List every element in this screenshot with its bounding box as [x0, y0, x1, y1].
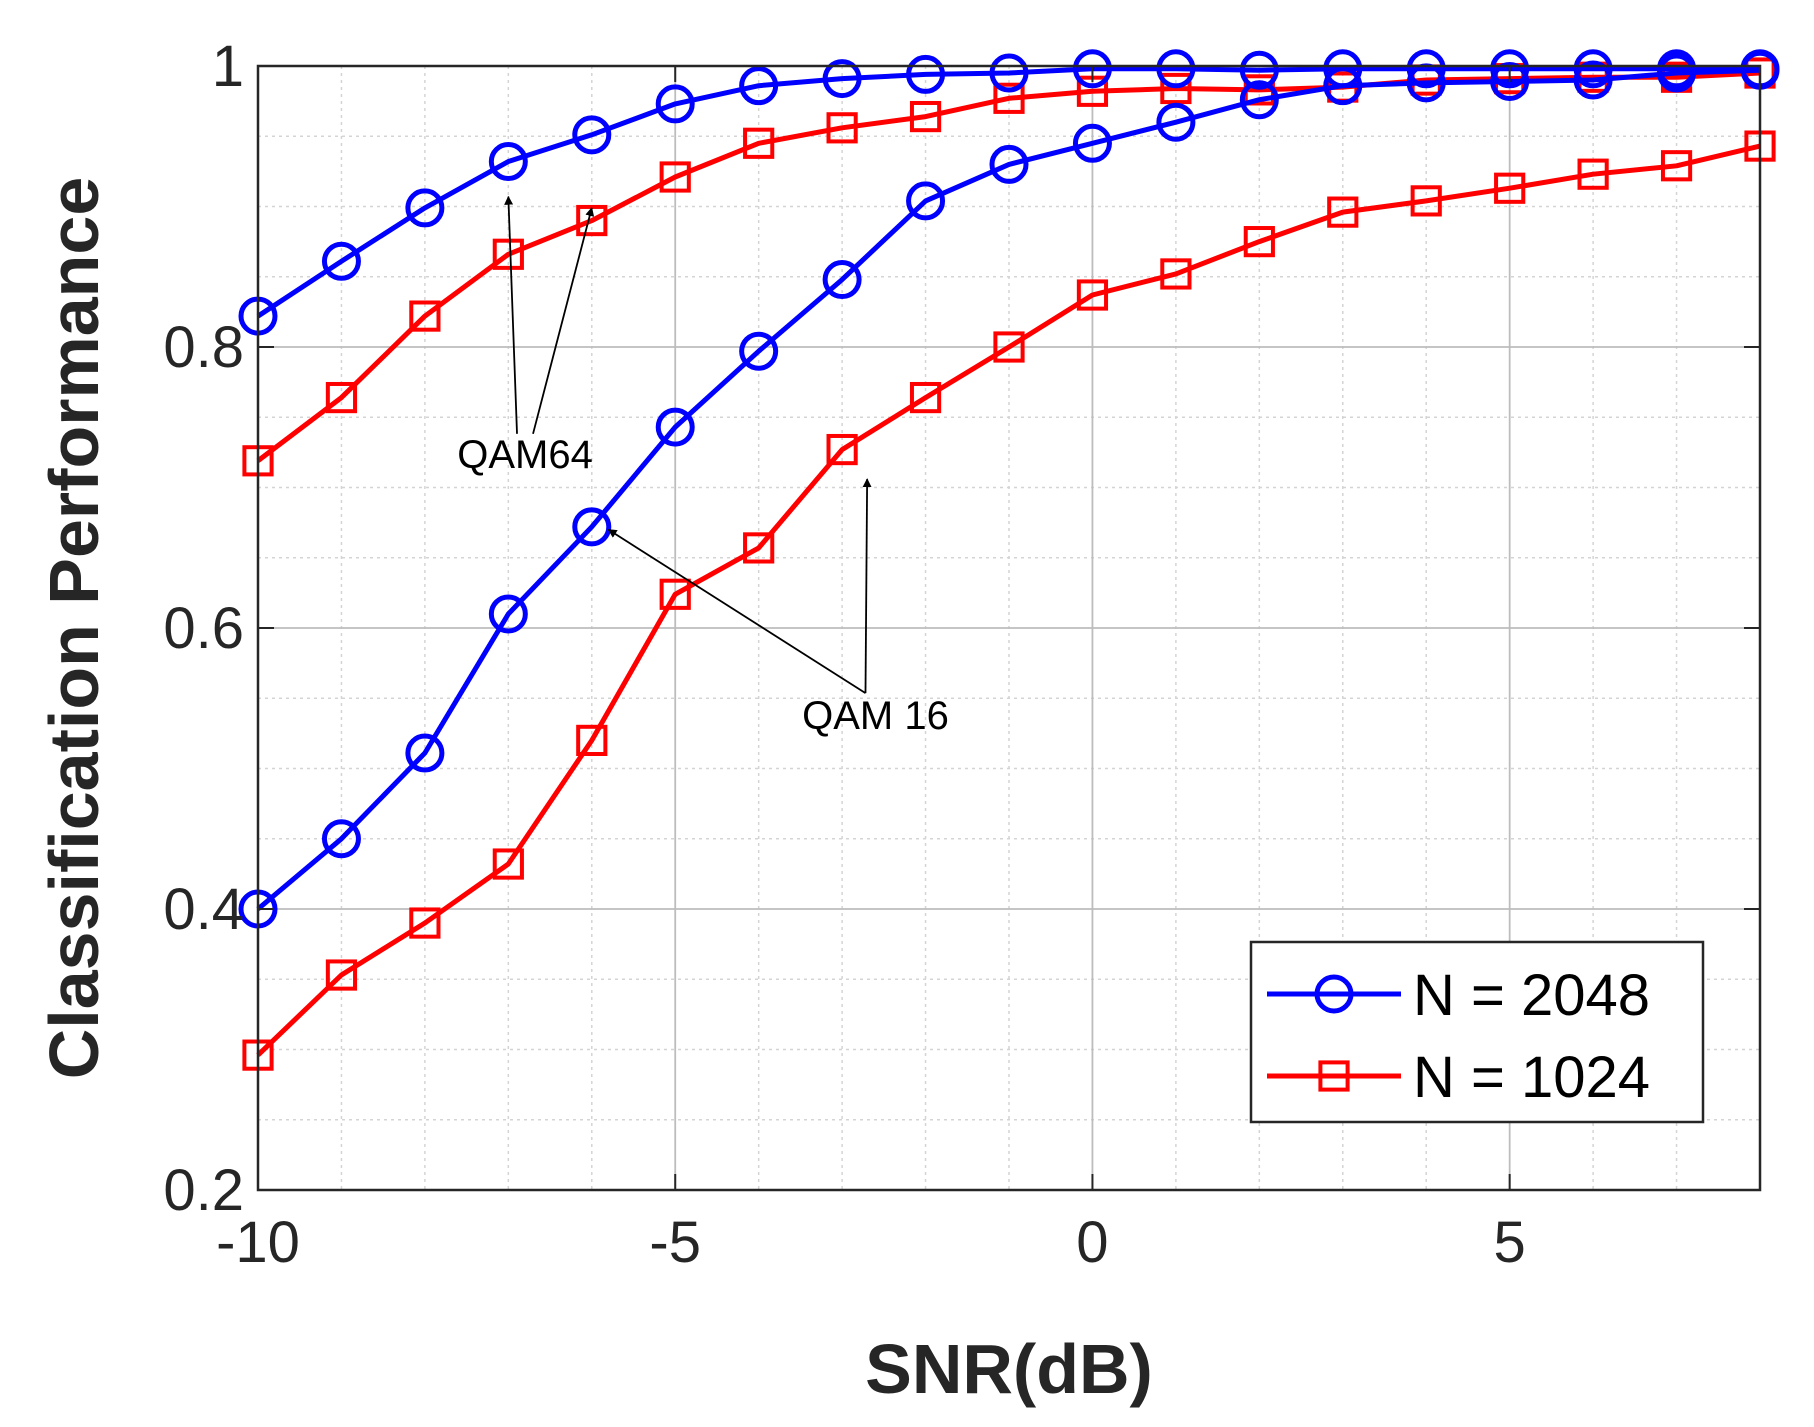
- data-point: [1160, 258, 1192, 290]
- series-line: [256, 143, 1761, 1057]
- data-point: [1657, 53, 1697, 93]
- data-point: [655, 407, 695, 447]
- y-tick-label: 0.4: [163, 877, 244, 942]
- data-point: [1072, 123, 1112, 163]
- data-point: [739, 331, 779, 371]
- annotation-arrow: [504, 195, 518, 434]
- annotation-arrow: [607, 528, 866, 694]
- x-axis-title: SNR(dB): [865, 1330, 1153, 1408]
- data-point: [906, 54, 946, 94]
- data-point: [909, 100, 942, 133]
- data-point: [826, 112, 858, 144]
- data-point: [993, 331, 1025, 363]
- data-point: [659, 578, 691, 610]
- data-point: [909, 381, 942, 414]
- legend-label: N = 1024: [1413, 1045, 1650, 1110]
- annotation-arrow: [862, 478, 872, 694]
- data-point: [325, 959, 358, 991]
- annotation-label: QAM 16: [802, 694, 949, 738]
- data-point: [1573, 49, 1613, 89]
- x-tick-label: 0: [1076, 1210, 1108, 1275]
- x-tick-label: 5: [1494, 1210, 1526, 1275]
- y-tick-label: 1: [212, 34, 244, 99]
- data-point: [321, 241, 361, 281]
- data-point: [1156, 49, 1196, 89]
- data-point: [1239, 80, 1279, 120]
- y-tick-label: 0.8: [163, 315, 244, 380]
- data-point: [1410, 185, 1442, 217]
- data-point: [572, 507, 612, 547]
- data-point: [576, 204, 608, 237]
- data-point: [1160, 72, 1192, 105]
- data-point: [655, 84, 695, 124]
- data-point: [321, 819, 361, 859]
- data-point: [405, 733, 445, 773]
- y-axis-title: Classification Performance: [35, 177, 113, 1080]
- data-point: [743, 127, 775, 159]
- legend: N = 2048 N = 1024: [1249, 940, 1705, 1124]
- data-point: [1577, 158, 1609, 190]
- x-tick-label: -10: [216, 1210, 300, 1275]
- data-point: [1156, 102, 1196, 142]
- tick-layer: -10 -5 0 5 0.2 0.4 0.6 0.8 1: [163, 34, 1760, 1275]
- legend-marker: [1314, 974, 1354, 1014]
- data-point: [906, 181, 946, 221]
- data-point: [739, 66, 779, 106]
- data-point: [488, 142, 528, 182]
- data-point: [409, 300, 441, 332]
- data-point: [743, 532, 775, 564]
- data-point: [488, 594, 528, 634]
- annotation-arrow: [532, 207, 595, 435]
- data-point: [993, 82, 1025, 114]
- data-point: [576, 724, 608, 756]
- data-point: [1327, 196, 1359, 228]
- data-point: [1243, 226, 1275, 258]
- y-tick-label: 0.2: [163, 1158, 244, 1223]
- y-tick-label: 0.6: [163, 596, 244, 661]
- annotation-label: QAM64: [457, 433, 593, 477]
- data-point: [1573, 60, 1613, 100]
- data-point: [492, 848, 524, 880]
- data-point: [492, 238, 524, 270]
- legend-box: [1249, 940, 1705, 1124]
- data-point: [1239, 50, 1279, 90]
- annotation-layer: QAM64 QAM 16: [457, 195, 949, 738]
- data-point: [1323, 66, 1363, 106]
- data-point: [405, 188, 445, 228]
- legend-marker: [1318, 1060, 1350, 1092]
- data-point: [325, 381, 358, 414]
- data-point: [1072, 49, 1112, 89]
- data-point: [822, 260, 862, 300]
- data-point: [409, 907, 441, 939]
- data-point: [989, 144, 1029, 184]
- data-point: [822, 59, 862, 99]
- data-point: [572, 115, 612, 155]
- data-point: [989, 53, 1029, 93]
- data-point: [826, 433, 858, 466]
- data-point: [659, 161, 691, 193]
- x-tick-label: -5: [649, 1210, 701, 1275]
- series-n-1024-qam16: [242, 130, 1776, 1071]
- data-point: [1406, 49, 1446, 89]
- data-point: [1660, 150, 1693, 182]
- data-point: [1076, 279, 1109, 311]
- data-point: [1490, 49, 1530, 89]
- data-point: [1494, 172, 1526, 204]
- data-point: [1490, 61, 1530, 101]
- legend-label: N = 2048: [1413, 963, 1650, 1028]
